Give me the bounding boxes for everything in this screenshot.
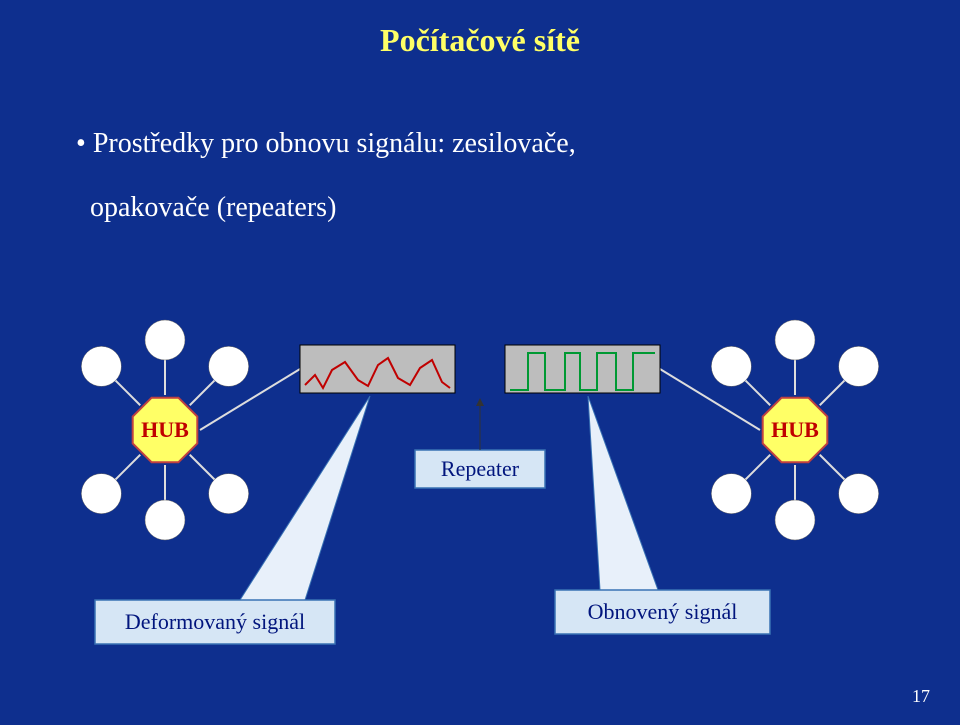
node-circle: [711, 474, 751, 514]
repeater-label: Repeater: [441, 456, 520, 481]
node-circle: [839, 346, 879, 386]
node-circle: [775, 500, 815, 540]
callout-triangle-deformed: [240, 396, 370, 600]
node-circle: [145, 500, 185, 540]
node-circle: [81, 346, 121, 386]
node-circle: [209, 474, 249, 514]
node-circle: [711, 346, 751, 386]
hub-right: HUB: [660, 320, 879, 540]
hub-left: HUB: [81, 320, 300, 540]
page-number: 17: [912, 686, 930, 707]
node-circle: [209, 346, 249, 386]
diagram-stage: HUB HUB Repeater Deformovaný signál Obno…: [0, 0, 960, 725]
label-restored: Obnovený signál: [588, 599, 738, 624]
arrow-head-icon: [476, 398, 484, 406]
callout-triangle-restored: [588, 396, 658, 590]
hub-label: HUB: [771, 417, 819, 442]
label-deformed: Deformovaný signál: [125, 609, 305, 634]
node-circle: [839, 474, 879, 514]
node-circle: [775, 320, 815, 360]
node-circle: [81, 474, 121, 514]
node-circle: [145, 320, 185, 360]
hub-label: HUB: [141, 417, 189, 442]
